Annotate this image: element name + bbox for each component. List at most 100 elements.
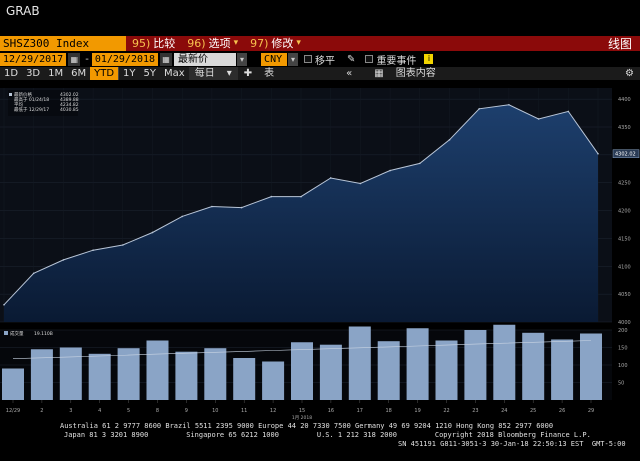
footer-line-2: Japan 81 3 3201 8900 Singapore 65 6212 1… [64, 431, 591, 439]
ticker-field[interactable]: SHSZ300 Index [0, 36, 126, 51]
range-bar: 12/29/2017 ▦ - 01/29/2018 ▦ 最新价 ▾ CNY ▾ … [0, 52, 640, 67]
chart-content-button[interactable]: 图表内容 [395, 68, 436, 79]
calendar-icon[interactable]: ▦ [68, 52, 81, 66]
volume-bar [464, 330, 487, 400]
volume-bar [348, 326, 371, 400]
volume-tick-label: 100 [618, 363, 628, 369]
period-bar: 1D 3D 1M 6M YTD 1Y 5Y Max 每日 ▾ ✚ 表 « ▦ 图表内容 ⚙ [0, 67, 640, 80]
price-point [122, 244, 124, 246]
volume-bar [522, 332, 545, 400]
grid-icon[interactable]: ▦ [374, 68, 384, 79]
start-date-input[interactable]: 12/29/2017 [0, 52, 67, 66]
period-tab-1d[interactable]: 1D [4, 68, 19, 79]
legend-swatch [9, 93, 12, 96]
legend-label: 最低于 12/29/17 [14, 106, 49, 113]
x-tick-label: 10 [212, 408, 218, 414]
footer-line-3: SN 451191 G811-3051-3 30-Jan-18 22:50:13… [398, 440, 626, 448]
footer: Australia 61 2 9777 8600 Brazil 5511 239… [0, 422, 640, 449]
volume-legend-swatch [4, 331, 8, 335]
period-tab-ytd[interactable]: YTD [90, 67, 119, 80]
price-point [597, 152, 599, 155]
move-checkbox[interactable] [304, 55, 313, 63]
pencil-icon[interactable]: ✎ [347, 53, 356, 65]
price-point [300, 195, 302, 198]
options-menu[interactable]: 96) 选项 ▾ [187, 37, 239, 50]
volume-legend-label: 成交量 [10, 330, 24, 337]
period-tab-3d[interactable]: 3D [26, 68, 41, 79]
chart-svg[interactable]: 4400435043004250420041504100405040004302… [0, 82, 640, 422]
period-tab-1m[interactable]: 1M [48, 68, 64, 79]
collapse-button[interactable]: « [346, 68, 353, 79]
period-tab-1y[interactable]: 1Y [118, 67, 139, 80]
volume-bar [377, 341, 400, 400]
events-label: 重要事件 [376, 55, 417, 67]
events-checkbox[interactable] [365, 55, 374, 63]
draw-button[interactable]: 表 [264, 68, 275, 79]
volume-legend-value: 19.110B [34, 331, 53, 337]
frequency-select[interactable]: 每日 [194, 68, 215, 79]
x-tick-label: 2 [40, 408, 43, 414]
x-tick-label: 18 [386, 408, 392, 414]
last-price-tag [612, 149, 640, 158]
info-icon[interactable]: i [424, 54, 434, 64]
period-tab-max[interactable]: Max [164, 68, 185, 79]
x-tick-label: 26 [559, 408, 565, 414]
legend-value: 4030.85 [60, 107, 79, 113]
price-point [448, 139, 451, 141]
price-point [389, 169, 391, 172]
x-tick-label: 5 [127, 408, 130, 414]
chevron-down-icon[interactable]: ▾ [237, 52, 248, 66]
chevron-down-icon[interactable]: ▾ [226, 68, 232, 79]
legend-label: 最高于 01/24/18 [14, 96, 49, 103]
currency-select[interactable]: CNY [261, 52, 288, 66]
crosshair-icon[interactable]: ✚ [243, 68, 253, 79]
price-point [32, 272, 35, 275]
price-point [537, 118, 540, 120]
volume-bar [319, 344, 342, 400]
x-tick-label: 15 [299, 408, 305, 414]
footer-line-1: Australia 61 2 9777 8600 Brazil 5511 239… [60, 422, 554, 430]
x-tick-label: 24 [501, 408, 507, 414]
gear-icon[interactable]: ⚙ [625, 68, 634, 79]
volume-bar [233, 358, 256, 400]
calendar-icon[interactable]: ▦ [160, 52, 173, 66]
frequency-group: 每日 ▾ [188, 67, 238, 80]
x-tick-label: 23 [472, 408, 478, 414]
price-type-select[interactable]: 最新价 [174, 52, 237, 66]
price-point [419, 162, 421, 165]
volume-bar [59, 347, 82, 400]
legend-label: 平均 [14, 101, 23, 108]
x-month-label: 1月 2018 [292, 415, 312, 421]
volume-bar [551, 339, 574, 400]
x-tick-label: 29 [588, 408, 594, 414]
price-tick-label: 4250 [618, 181, 631, 187]
price-area [4, 104, 598, 322]
compare-menu[interactable]: 95) 比较 [132, 37, 176, 50]
x-tick-label: 3 [69, 408, 72, 414]
price-point [181, 215, 183, 218]
price-tick-label: 4150 [618, 236, 631, 242]
price-point [270, 195, 273, 198]
price-point [478, 108, 481, 110]
x-tick-label: 9 [185, 408, 188, 414]
function-bar: SHSZ300 Index 95) 比较 96) 选项 ▾ 97) 修改 ▾ 线… [0, 36, 640, 51]
price-tick-label: 4100 [618, 264, 631, 270]
x-tick-label: 12 [270, 408, 276, 414]
volume-tick-label: 200 [618, 328, 628, 334]
price-point [92, 249, 94, 251]
legend-last-value: 4302.02 [60, 92, 79, 98]
volume-bar [2, 368, 24, 400]
chart-area: 4400435043004250420041504100405040004302… [0, 82, 640, 422]
end-date-input[interactable]: 01/29/2018 [91, 52, 159, 66]
x-tick-label: 8 [156, 408, 159, 414]
modify-menu[interactable]: 97) 修改 ▾ [250, 37, 301, 50]
price-point [240, 206, 243, 209]
chevron-down-icon: ▾ [233, 38, 239, 48]
volume-bar [88, 353, 111, 400]
chevron-down-icon[interactable]: ▾ [288, 52, 299, 66]
volume-bar [204, 348, 227, 400]
legend-label: 最新价格 [14, 91, 32, 98]
period-tab-6m[interactable]: 6M [71, 68, 87, 79]
price-point [329, 177, 332, 179]
period-tab-5y[interactable]: 5Y [143, 68, 157, 79]
